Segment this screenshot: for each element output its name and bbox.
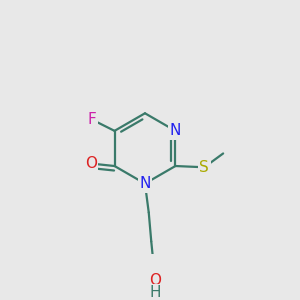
Text: H: H (150, 285, 161, 300)
Text: N: N (170, 123, 181, 138)
Text: F: F (88, 112, 96, 127)
Text: S: S (200, 160, 209, 175)
Text: N: N (139, 176, 151, 191)
Text: O: O (149, 273, 161, 288)
Text: O: O (85, 156, 97, 171)
